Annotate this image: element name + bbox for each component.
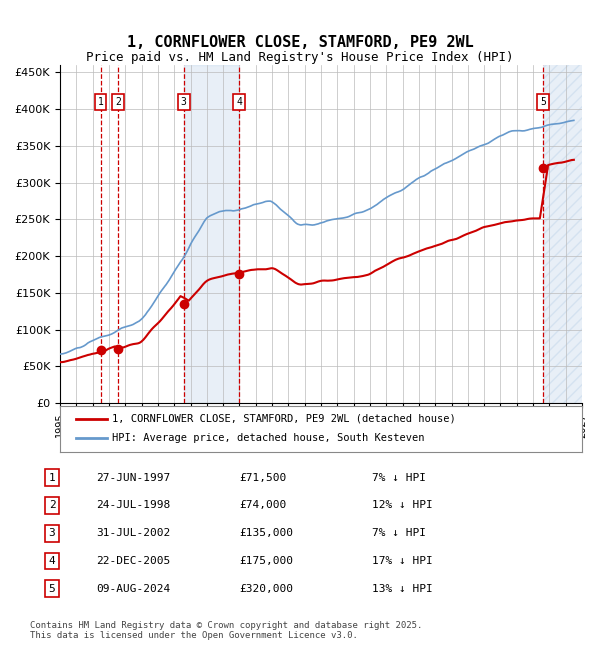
Text: 5: 5: [49, 584, 55, 594]
Text: £135,000: £135,000: [240, 528, 294, 538]
Text: 12% ↓ HPI: 12% ↓ HPI: [372, 500, 433, 510]
Text: 1: 1: [98, 97, 104, 107]
Text: 1, CORNFLOWER CLOSE, STAMFORD, PE9 2WL: 1, CORNFLOWER CLOSE, STAMFORD, PE9 2WL: [127, 34, 473, 50]
Text: 13% ↓ HPI: 13% ↓ HPI: [372, 584, 433, 594]
Text: 17% ↓ HPI: 17% ↓ HPI: [372, 556, 433, 566]
Bar: [543, 65, 582, 403]
Text: 24-JUL-1998: 24-JUL-1998: [96, 500, 170, 510]
Text: 3: 3: [49, 528, 55, 538]
Text: 7% ↓ HPI: 7% ↓ HPI: [372, 528, 426, 538]
Text: 4: 4: [236, 97, 242, 107]
Text: 31-JUL-2002: 31-JUL-2002: [96, 528, 170, 538]
Text: £71,500: £71,500: [240, 473, 287, 483]
Text: 1, CORNFLOWER CLOSE, STAMFORD, PE9 2WL (detached house): 1, CORNFLOWER CLOSE, STAMFORD, PE9 2WL (…: [112, 414, 456, 424]
Text: Price paid vs. HM Land Registry's House Price Index (HPI): Price paid vs. HM Land Registry's House …: [86, 51, 514, 64]
Text: Contains HM Land Registry data © Crown copyright and database right 2025.
This d: Contains HM Land Registry data © Crown c…: [30, 621, 422, 640]
Text: 5: 5: [540, 97, 546, 107]
Text: 1: 1: [49, 473, 55, 483]
Text: 7% ↓ HPI: 7% ↓ HPI: [372, 473, 426, 483]
Text: 2: 2: [49, 500, 55, 510]
Text: £175,000: £175,000: [240, 556, 294, 566]
Text: 3: 3: [181, 97, 187, 107]
Text: 27-JUN-1997: 27-JUN-1997: [96, 473, 170, 483]
Bar: [184, 65, 239, 403]
Text: 4: 4: [49, 556, 55, 566]
Text: £74,000: £74,000: [240, 500, 287, 510]
Text: 2: 2: [115, 97, 121, 107]
Text: 09-AUG-2024: 09-AUG-2024: [96, 584, 170, 594]
Text: HPI: Average price, detached house, South Kesteven: HPI: Average price, detached house, Sout…: [112, 433, 425, 443]
Text: £320,000: £320,000: [240, 584, 294, 594]
Text: 22-DEC-2005: 22-DEC-2005: [96, 556, 170, 566]
